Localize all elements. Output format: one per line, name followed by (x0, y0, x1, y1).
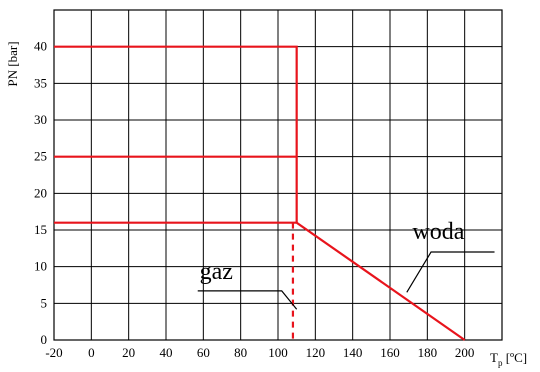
x-tick-label: 100 (268, 345, 288, 360)
x-tick-label: 60 (197, 345, 210, 360)
x-axis-label-main: T (490, 350, 498, 365)
x-tick-label: 40 (160, 345, 173, 360)
y-tick-label: 20 (34, 185, 47, 200)
annotation-leader-woda (407, 252, 495, 292)
x-tick-label: 140 (343, 345, 363, 360)
x-tick-labels: -20 0 20 40 60 80 100 120 140 160 180 200 (45, 345, 474, 360)
y-tick-label: 5 (41, 295, 48, 310)
annotations: gaz woda (198, 219, 495, 309)
y-tick-label: 15 (34, 222, 47, 237)
y-tick-label: 30 (34, 112, 47, 127)
series-line-3 (54, 223, 465, 340)
annotation-label-gaz: gaz (200, 259, 233, 285)
x-tick-label: -20 (45, 345, 62, 360)
x-tick-label: 20 (122, 345, 135, 360)
x-axis-label-unit: [ºC] (502, 350, 527, 365)
x-axis-label: Tp [ºC] (490, 350, 527, 368)
y-tick-label: 0 (41, 332, 48, 347)
y-tick-label: 25 (34, 149, 47, 164)
x-tick-label: 0 (88, 345, 95, 360)
series-line-1 (54, 47, 297, 223)
x-tick-label: 180 (418, 345, 438, 360)
y-tick-label: 35 (34, 75, 47, 90)
x-tick-label: 80 (234, 345, 247, 360)
x-tick-label: 160 (380, 345, 400, 360)
y-axis-label: PN [bar] (5, 41, 20, 86)
annotation-label-woda: woda (412, 219, 464, 245)
annotation-leader-gaz (198, 291, 297, 309)
x-tick-label: 120 (306, 345, 326, 360)
y-tick-labels: 0 5 10 15 20 25 30 35 40 (34, 39, 47, 347)
y-tick-label: 40 (34, 39, 47, 54)
x-tick-label: 200 (455, 345, 475, 360)
y-tick-label: 10 (34, 259, 47, 274)
